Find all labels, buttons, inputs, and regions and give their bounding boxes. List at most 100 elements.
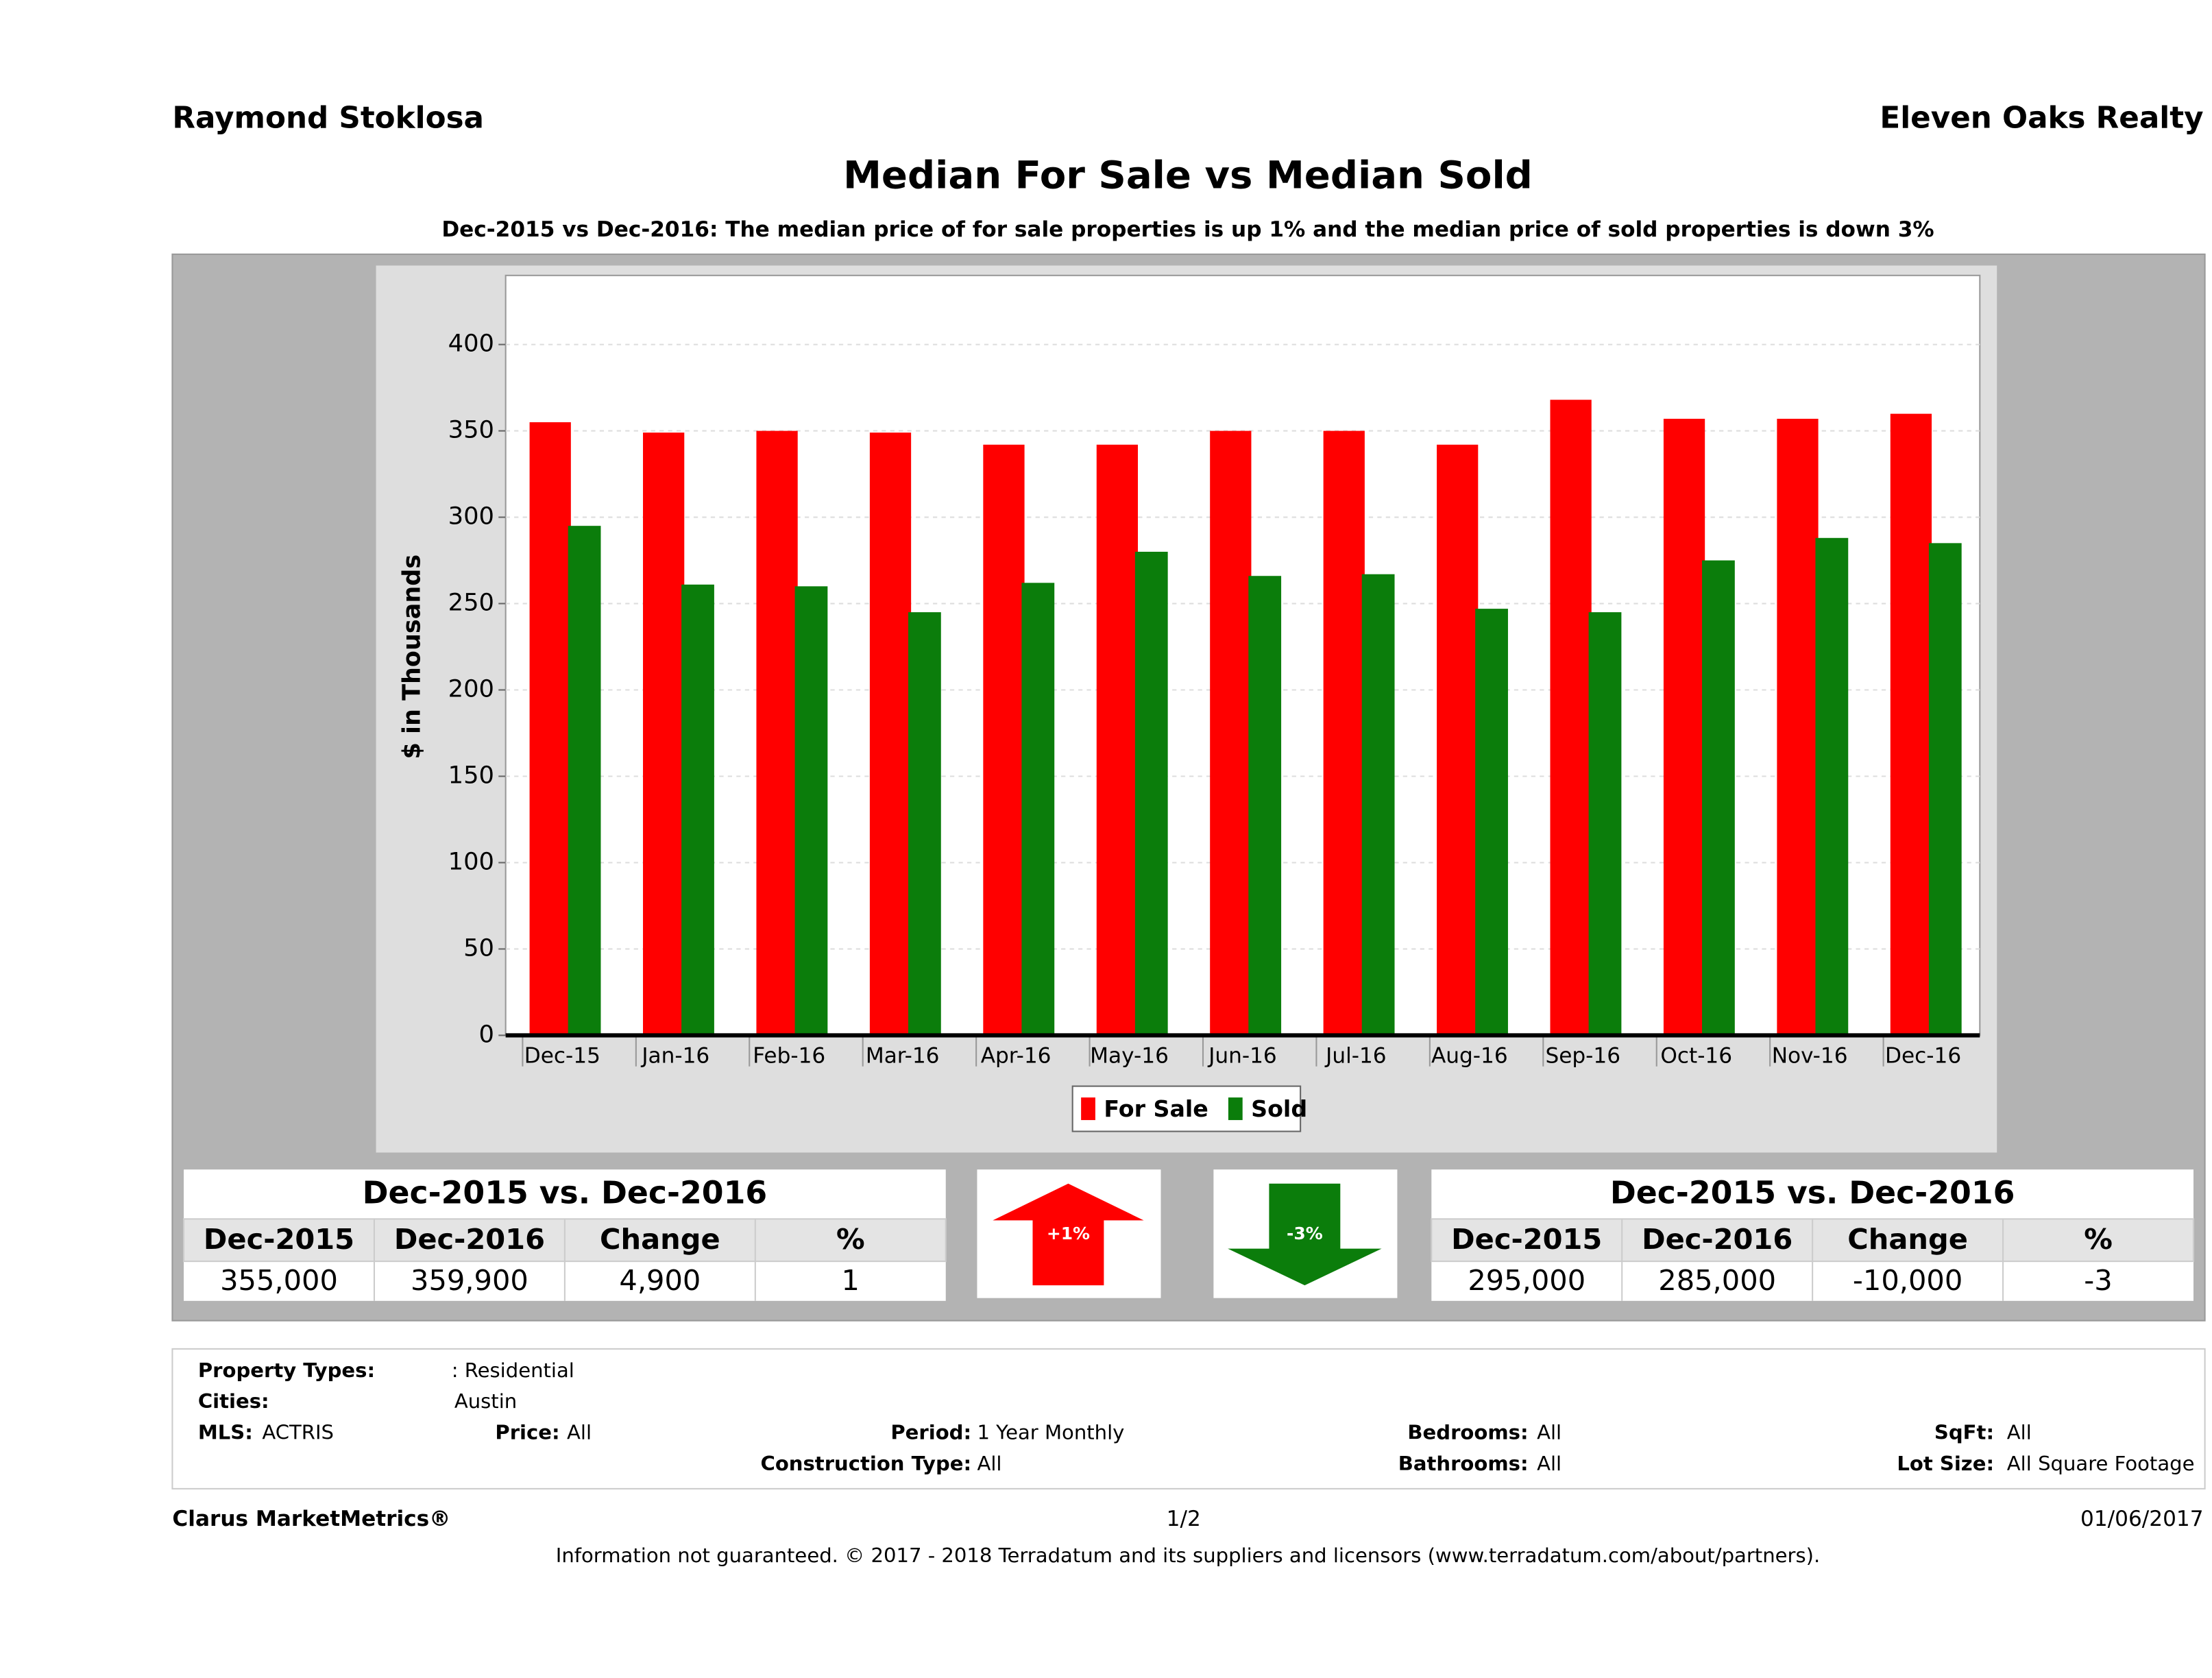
x-tick-label: May-16 (1090, 1043, 1169, 1068)
x-tick-label: Sep-16 (1545, 1043, 1620, 1068)
agent-name: Raymond Stoklosa (172, 101, 484, 136)
table-header: Change (600, 1223, 720, 1256)
x-tick-label: Oct-16 (1660, 1043, 1732, 1068)
bar (756, 430, 798, 1036)
bar (869, 433, 912, 1036)
table-header: Dec-2015 (204, 1223, 354, 1256)
filter-label: Cities: (198, 1389, 269, 1413)
filter-value: Austin (454, 1389, 517, 1413)
legend-label: Sold (1251, 1095, 1307, 1122)
page-number: 1/2 (1167, 1507, 1201, 1531)
x-tick-label: Jul-16 (1324, 1043, 1386, 1068)
bar (1323, 430, 1365, 1036)
bar (1248, 576, 1282, 1036)
y-tick-label: 300 (448, 502, 494, 531)
table-cell: 355,000 (220, 1264, 338, 1297)
filter-label: Lot Size: (1897, 1452, 1994, 1475)
y-tick-label: 400 (448, 330, 494, 358)
bar (1890, 413, 1932, 1036)
filter-value: All (977, 1452, 1001, 1475)
filter-label: Period: (890, 1421, 971, 1444)
filter-value: All Square Footage (2007, 1452, 2195, 1475)
bar (1777, 418, 1819, 1036)
y-tick-label: 100 (448, 848, 494, 876)
filter-value: All (567, 1421, 592, 1444)
bar (1096, 444, 1139, 1036)
y-tick-label: 200 (448, 675, 494, 703)
bar (529, 422, 571, 1036)
bar (1475, 609, 1508, 1036)
table-cell: 4,900 (619, 1264, 701, 1297)
legend-label: For Sale (1104, 1095, 1208, 1122)
change-badge: -3% (1287, 1224, 1323, 1243)
table-header: Dec-2016 (1642, 1223, 1792, 1256)
bar (1361, 574, 1395, 1036)
table-cell: 285,000 (1658, 1264, 1776, 1297)
table-title: Dec-2015 vs. Dec-2016 (363, 1175, 768, 1211)
bar (568, 526, 601, 1036)
company-name: Eleven Oaks Realty (1880, 101, 2203, 136)
bar (1550, 400, 1592, 1036)
x-tick-label: Jan-16 (640, 1043, 709, 1068)
bar (983, 444, 1025, 1036)
bar (1815, 537, 1849, 1036)
table-cell: 1 (842, 1264, 860, 1297)
table-cell: 295,000 (1468, 1264, 1585, 1297)
filter-value: All (1537, 1452, 1561, 1475)
filter-value: ACTRIS (262, 1421, 334, 1444)
filter-label: SqFt: (1934, 1421, 1994, 1444)
report-date: 01/06/2017 (2080, 1507, 2204, 1531)
y-tick-label: 350 (448, 416, 494, 444)
table-header: % (2084, 1223, 2113, 1256)
table-cell: -3 (2084, 1264, 2112, 1297)
disclaimer: Information not guaranteed. © 2017 - 201… (556, 1544, 1820, 1567)
bar (643, 433, 685, 1036)
bar (1588, 612, 1622, 1036)
filter-label: Bathrooms: (1398, 1452, 1529, 1475)
y-tick-label: 250 (448, 589, 494, 617)
filter-value: 1 Year Monthly (977, 1421, 1124, 1444)
legend-swatch (1228, 1097, 1243, 1121)
filter-value: All (2007, 1421, 2032, 1444)
filter-label: Property Types: (198, 1359, 375, 1382)
filter-value: : Residential (452, 1359, 574, 1382)
bar (1663, 418, 1705, 1036)
bar (1021, 583, 1055, 1036)
y-tick-label: 50 (463, 934, 494, 962)
up-arrow (993, 1183, 1144, 1286)
legend (1071, 1085, 1302, 1132)
table-header: % (836, 1223, 865, 1256)
legend-swatch (1081, 1097, 1095, 1121)
filter-label: MLS: (198, 1421, 253, 1444)
table-header: Dec-2016 (394, 1223, 545, 1256)
footer-brand: Clarus MarketMetrics® (172, 1507, 450, 1531)
x-tick-label: Dec-15 (524, 1043, 600, 1068)
bar (1210, 430, 1252, 1036)
x-tick-label: Jun-16 (1207, 1043, 1277, 1068)
bar (794, 586, 828, 1036)
down-arrow (1228, 1183, 1382, 1286)
y-axis-label: $ in Thousands (398, 555, 426, 759)
bar (908, 612, 941, 1036)
filters-panel (171, 1348, 2206, 1489)
table-cell: 359,900 (411, 1264, 528, 1297)
y-tick-label: 0 (479, 1021, 494, 1049)
bar (1928, 543, 1962, 1036)
filter-label: Construction Type: (760, 1452, 971, 1475)
bar (681, 584, 714, 1036)
filter-value: All (1537, 1421, 1561, 1444)
x-tick-label: Mar-16 (866, 1043, 940, 1068)
change-badge: +1% (1047, 1224, 1090, 1243)
filter-label: Bedrooms: (1407, 1421, 1528, 1444)
x-tick-label: Nov-16 (1772, 1043, 1848, 1068)
filter-label: Price: (495, 1421, 559, 1444)
table-header: Dec-2015 (1451, 1223, 1602, 1256)
table-title: Dec-2015 vs. Dec-2016 (1610, 1175, 2015, 1211)
bar (1702, 560, 1735, 1036)
table-header: Change (1847, 1223, 1968, 1256)
y-tick-label: 150 (448, 762, 494, 790)
chart-subtitle: Dec-2015 vs Dec-2016: The median price o… (441, 217, 1934, 242)
bar (1134, 551, 1168, 1036)
